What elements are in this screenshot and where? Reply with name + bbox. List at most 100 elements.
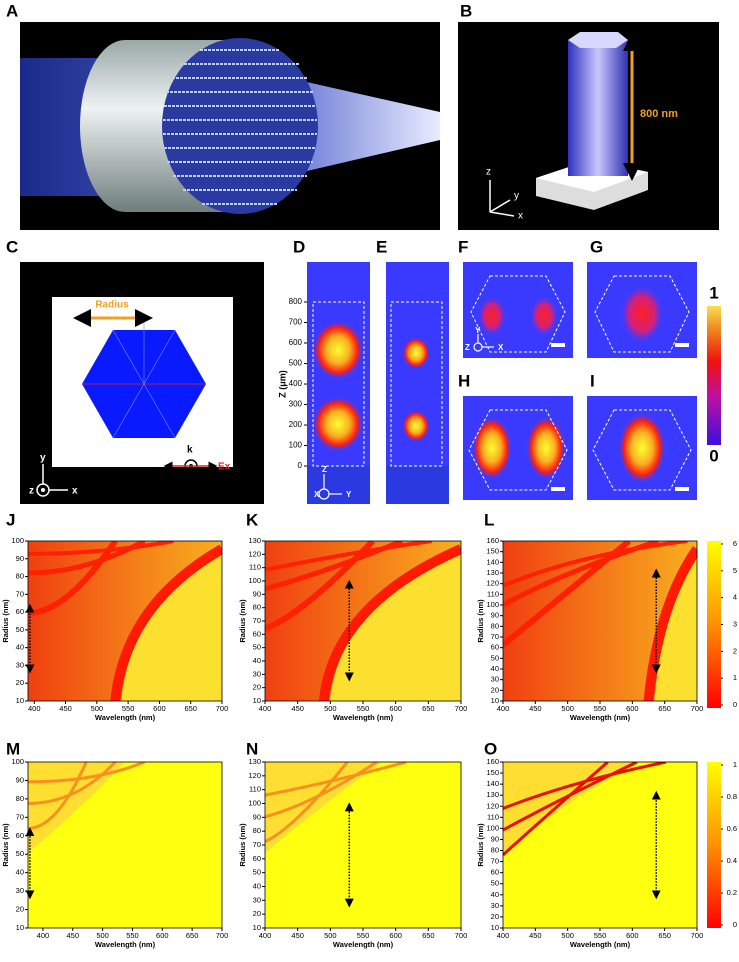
colorbar-label: 0 (709, 446, 718, 465)
heatmap-band (28, 541, 174, 556)
y-tick-label: 50 (16, 849, 24, 858)
k-label: k (187, 445, 193, 456)
y-tick-label: 0 (298, 461, 303, 470)
x-tick-label: 450 (67, 931, 80, 940)
c-axes (42, 464, 68, 491)
y-tick-label: 20 (16, 905, 24, 914)
x-tick-label: 700 (691, 704, 704, 713)
plot-frame (27, 761, 223, 929)
e-mode-top (402, 337, 430, 369)
x-tick-label: 450 (59, 704, 72, 713)
y-tick-label: 10 (253, 696, 261, 705)
heatmap-band (28, 541, 118, 616)
x-tick-label: 600 (626, 704, 639, 713)
y-tick-label: 100 (486, 600, 499, 609)
y-tick-label: 160 (486, 757, 499, 766)
y-tick-label: 110 (487, 589, 499, 598)
y-tick-label: 120 (248, 771, 261, 780)
x-tick-label: 550 (594, 931, 607, 940)
axis-label: y (40, 453, 46, 464)
axis-label: z (486, 167, 491, 178)
g-mode (526, 416, 566, 480)
y-tick-label: 50 (253, 643, 261, 652)
e-mode-bottom (402, 410, 430, 442)
x-tick-label: 600 (389, 931, 402, 940)
scale-bars (551, 343, 689, 491)
heatmap-band (503, 541, 688, 588)
y-tick-label: 70 (253, 840, 261, 849)
x-tick-label: 600 (156, 931, 169, 940)
heatmap-band (265, 541, 432, 572)
panel-letter: D (293, 237, 305, 256)
y-tick-label: 60 (253, 629, 261, 638)
heatmap-band (265, 762, 407, 797)
heatmap (28, 541, 222, 701)
y-tick-label: 40 (16, 868, 24, 877)
y-tick-label: 80 (253, 603, 261, 612)
y-tick-label: 70 (491, 857, 499, 866)
x-axis-label: Wavelength (nm) (570, 713, 631, 722)
y-tick-label: 70 (491, 632, 499, 641)
x-tick-label: 650 (658, 704, 671, 713)
x-tick-label: 600 (153, 704, 166, 713)
x-axis-label: Wavelength (nm) (95, 940, 156, 949)
y-tick-label: 130 (486, 790, 499, 799)
y-tick-label: 10 (16, 923, 24, 932)
y-tick-label: 60 (253, 854, 261, 863)
d-mode-top (312, 320, 364, 380)
x-tick-label: 400 (37, 931, 50, 940)
heatmap (28, 762, 222, 928)
y-tick-label: 110 (249, 785, 261, 794)
x-tick-label: 550 (357, 704, 370, 713)
axis-label: x (518, 211, 523, 222)
y-tick-label: 20 (16, 678, 24, 687)
heatmap-region (329, 553, 461, 701)
y-tick-label: 80 (491, 621, 499, 630)
y-axis-label: Radius (nm) (1, 599, 10, 643)
d-axes (323, 474, 342, 495)
heatmap-band (503, 762, 638, 832)
y-tick-label: 30 (253, 669, 261, 678)
pillar (568, 40, 628, 176)
f-mode (530, 296, 558, 336)
y-tick-label: 100 (248, 798, 261, 807)
panel-letter: G (590, 237, 603, 256)
y-axis-label: Z (μm) (277, 370, 287, 398)
y-tick-label: 120 (486, 579, 499, 588)
y-tick-label: 90 (16, 775, 24, 784)
d-substrate (307, 466, 370, 504)
g-mode (472, 416, 512, 480)
heatmap-band (503, 762, 609, 857)
heatmap-region (28, 762, 125, 854)
colorbar (707, 762, 721, 928)
x-tick-label: 500 (561, 704, 574, 713)
x-tick-label: 500 (91, 704, 104, 713)
field-colorbar (707, 306, 721, 445)
y-tick-label: 10 (491, 696, 499, 705)
y-tick-label: 40 (491, 890, 499, 899)
x-tick-label: 450 (529, 704, 542, 713)
y-tick-label: 100 (11, 757, 24, 766)
y-tick-label: 90 (491, 611, 499, 620)
y-tick-label: 300 (289, 400, 303, 409)
y-tick-label: 60 (16, 831, 24, 840)
heatmap (265, 541, 461, 701)
panel-letter: J (6, 510, 15, 529)
y-tick-label: 40 (253, 656, 261, 665)
y-tick-label: 30 (16, 660, 24, 669)
colorbar-label: 0.4 (727, 856, 737, 865)
y-tick-label: 10 (16, 696, 24, 705)
y-axis-label: Radius (nm) (1, 823, 10, 867)
y-tick-label: 90 (491, 834, 499, 843)
y-tick-label: 120 (248, 549, 261, 558)
y-tick-label: 800 (289, 297, 303, 306)
y-tick-label: 160 (486, 536, 499, 545)
plot-frame (27, 540, 223, 702)
y-tick-label: 140 (486, 557, 499, 566)
colorbar-label: 6 (733, 539, 737, 548)
y-tick-label: 110 (249, 563, 261, 572)
y-tick-label: 30 (491, 901, 499, 910)
height-label: 800 nm (640, 108, 678, 120)
y-tick-label: 70 (16, 812, 24, 821)
